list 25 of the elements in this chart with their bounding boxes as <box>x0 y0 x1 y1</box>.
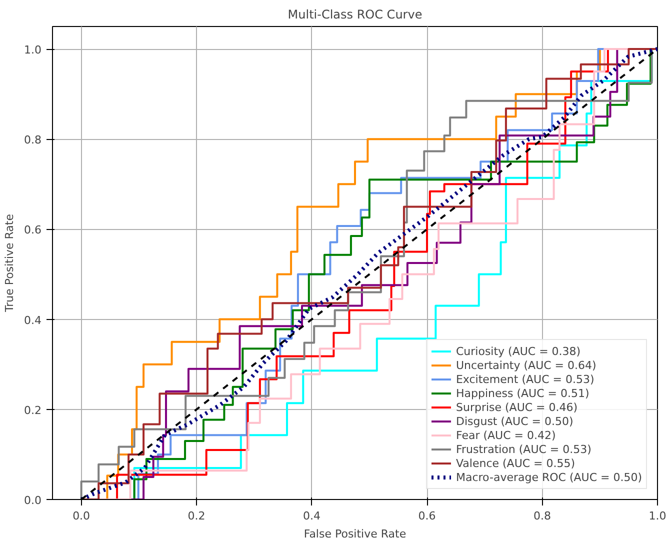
legend-label: Excitement (AUC = 0.53) <box>456 372 594 386</box>
x-tick-label: 0.6 <box>418 510 436 522</box>
y-tick-label: 1.0 <box>24 44 42 57</box>
x-tick-label: 0.0 <box>72 510 90 522</box>
x-tick-label: 0.8 <box>534 510 552 522</box>
legend-label: Disgust (AUC = 0.50) <box>456 414 574 428</box>
y-tick-label: 0.4 <box>24 314 42 327</box>
y-tick-label: 0.8 <box>24 134 42 147</box>
y-tick-label: 0.6 <box>24 224 42 237</box>
x-tick-label: 0.2 <box>188 510 206 522</box>
legend-label: Curiosity (AUC = 0.38) <box>456 344 581 358</box>
y-tick-label: 0.2 <box>24 404 42 417</box>
legend-label: Macro-average ROC (AUC = 0.50) <box>456 470 642 484</box>
y-axis-title: True Positive Rate <box>3 214 16 313</box>
chart-title: Multi-Class ROC Curve <box>288 8 422 22</box>
y-tick-label: 0.0 <box>24 494 42 507</box>
x-axis-title: False Positive Rate <box>304 528 406 540</box>
x-tick-label: 1.0 <box>648 510 666 522</box>
legend-label: Happiness (AUC = 0.51) <box>456 386 590 400</box>
legend-label: Uncertainty (AUC = 0.64) <box>456 358 596 372</box>
legend-label: Surprise (AUC = 0.46) <box>456 400 578 414</box>
x-tick-label: 0.4 <box>303 510 321 522</box>
legend-label: Fear (AUC = 0.42) <box>456 428 556 442</box>
legend-label: Frustration (AUC = 0.53) <box>456 442 592 456</box>
legend-label: Valence (AUC = 0.55) <box>456 456 576 470</box>
